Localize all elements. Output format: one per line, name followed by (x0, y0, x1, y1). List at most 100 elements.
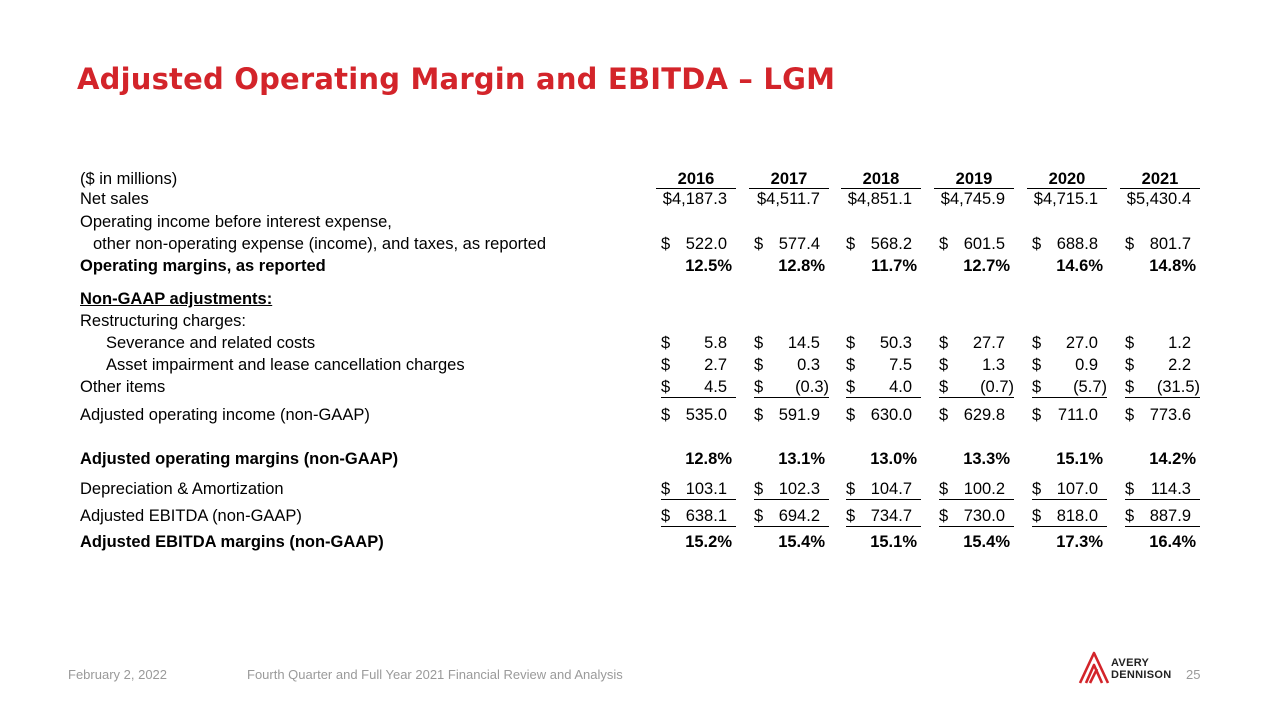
dollar-sign: $ (754, 480, 764, 498)
table-cell: 630.0 (870, 406, 912, 424)
table-cell: 801.7 (1149, 235, 1191, 253)
table-cell: (0.7) (980, 378, 1014, 396)
table-cell: 730.0 (963, 507, 1005, 525)
total-underline (661, 526, 736, 527)
dollar-sign: $ (939, 378, 949, 396)
logo-line2: DENNISON (1111, 669, 1172, 681)
table-cell: 50.3 (879, 334, 912, 352)
year-header-underline (1120, 188, 1200, 189)
table-cell: 773.6 (1149, 406, 1191, 424)
dollar-sign: $ (661, 406, 671, 424)
dollar-sign: $ (1125, 334, 1135, 352)
row-label: Other items (80, 378, 166, 396)
total-underline (661, 397, 736, 398)
year-header-2019: 2019 (955, 170, 993, 188)
table-cell: 27.7 (972, 334, 1005, 352)
table-cell: 1.3 (982, 356, 1005, 374)
total-underline (1125, 526, 1200, 527)
table-cell: 27.0 (1065, 334, 1098, 352)
table-cell: 15.1% (870, 533, 917, 551)
total-underline (939, 526, 1014, 527)
table-cell: 12.8% (685, 450, 732, 468)
table-cell: 568.2 (870, 235, 912, 253)
table-cell: 11.7% (871, 257, 917, 275)
dollar-sign: $ (939, 406, 949, 424)
table-cell: 102.3 (778, 480, 820, 498)
year-header-2017: 2017 (770, 170, 808, 188)
table-cell: 601.5 (963, 235, 1005, 253)
dollar-sign: $ (754, 356, 764, 374)
dollar-sign: $ (1032, 480, 1042, 498)
year-header-2016: 2016 (677, 170, 715, 188)
dollar-sign: $ (846, 406, 856, 424)
dollar-sign: $ (1032, 378, 1042, 396)
dollar-sign: $ (1125, 235, 1135, 253)
total-underline (1125, 499, 1200, 500)
year-header-underline (934, 188, 1014, 189)
table-cell: 14.5 (787, 334, 820, 352)
table-cell: 17.3% (1056, 533, 1103, 551)
table-cell: 13.1% (778, 450, 825, 468)
table-cell: 104.7 (870, 480, 912, 498)
table-cell: 14.2% (1149, 450, 1196, 468)
dollar-sign: $ (754, 235, 764, 253)
total-underline (1032, 499, 1107, 500)
dollar-sign: $ (1032, 356, 1042, 374)
dollar-sign: $ (1125, 406, 1135, 424)
year-header-underline (749, 188, 829, 189)
total-underline (754, 526, 829, 527)
table-cell: $4,511.7 (756, 190, 820, 208)
table-cell: 522.0 (685, 235, 727, 253)
total-underline (754, 397, 829, 398)
units-label: ($ in millions) (80, 170, 178, 188)
total-underline (939, 397, 1014, 398)
row-label: Asset impairment and lease cancellation … (106, 356, 465, 374)
table-cell: 711.0 (1057, 406, 1098, 424)
page-title: Adjusted Operating Margin and EBITDA – L… (77, 62, 836, 96)
dollar-sign: $ (939, 356, 949, 374)
table-cell: 0.9 (1075, 356, 1098, 374)
year-header-2021: 2021 (1141, 170, 1179, 188)
row-label: Net sales (80, 190, 149, 208)
dollar-sign: $ (661, 507, 671, 525)
total-underline (1032, 526, 1107, 527)
dollar-sign: $ (846, 480, 856, 498)
page-number: 25 (1186, 667, 1201, 682)
dollar-sign: $ (754, 406, 764, 424)
total-underline (846, 397, 921, 398)
table-cell: 15.4% (778, 533, 825, 551)
dollar-sign: $ (939, 235, 949, 253)
year-header-2020: 2020 (1048, 170, 1086, 188)
total-underline (661, 499, 736, 500)
table-cell: 7.5 (889, 356, 912, 374)
dollar-sign: $ (939, 507, 949, 525)
table-cell: 14.8% (1149, 257, 1196, 275)
table-cell: 0.3 (797, 356, 820, 374)
table-cell: 103.1 (685, 480, 727, 498)
table-cell: $4,715.1 (1033, 190, 1098, 208)
dollar-sign: $ (1125, 378, 1135, 396)
dollar-sign: $ (754, 334, 764, 352)
table-cell: 5.8 (704, 334, 727, 352)
year-header-underline (656, 188, 736, 189)
row-label: Adjusted operating margins (non-GAAP) (80, 450, 399, 468)
dollar-sign: $ (1032, 507, 1042, 525)
dollar-sign: $ (661, 334, 671, 352)
table-cell: 4.5 (704, 378, 727, 396)
table-cell: 4.0 (889, 378, 912, 396)
table-cell: 638.1 (685, 507, 727, 525)
dollar-sign: $ (846, 507, 856, 525)
row-label: Non-GAAP adjustments: (80, 290, 273, 308)
table-cell: $4,851.1 (847, 190, 912, 208)
year-header-underline (841, 188, 921, 189)
dollar-sign: $ (1032, 235, 1042, 253)
year-header-2018: 2018 (862, 170, 900, 188)
footer-date: February 2, 2022 (68, 667, 168, 682)
table-cell: 1.2 (1168, 334, 1191, 352)
table-cell: 16.4% (1149, 533, 1196, 551)
dollar-sign: $ (939, 334, 949, 352)
dollar-sign: $ (661, 235, 671, 253)
table-cell: 12.8% (778, 257, 825, 275)
dollar-sign: $ (1125, 480, 1135, 498)
dollar-sign: $ (754, 507, 764, 525)
